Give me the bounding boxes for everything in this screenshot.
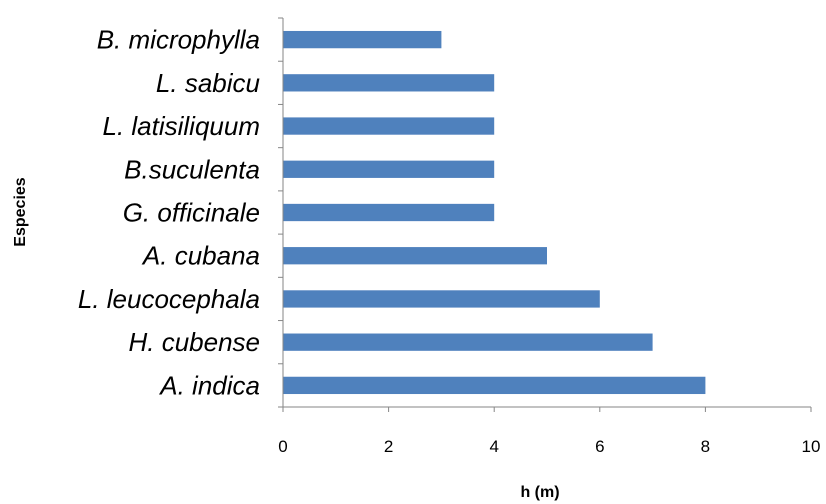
x-tick-label-0: 0	[278, 437, 287, 456]
x-tick-label-5: 10	[802, 437, 821, 456]
y-ticks-group	[278, 17, 283, 408]
bar-2	[283, 117, 495, 135]
category-label-3: B.suculenta	[124, 154, 260, 184]
category-label-6: L. leucocephala	[78, 284, 260, 314]
category-label-7: H. cubense	[128, 327, 260, 357]
bar-0	[283, 30, 442, 49]
x-ticks-group	[282, 407, 812, 412]
category-labels-group: B. microphylla L. sabicu L. latisiliquum B.…	[78, 25, 260, 401]
bar-3	[283, 160, 495, 178]
bar-1	[283, 74, 495, 92]
bar-7	[283, 333, 653, 351]
category-label-8: A. indica	[158, 370, 260, 400]
category-label-4: G. officinale	[123, 198, 260, 228]
category-label-5: A. cubana	[141, 241, 260, 271]
bar-5	[283, 247, 547, 265]
category-label-0: B. microphylla	[97, 25, 260, 55]
x-tick-label-4: 8	[701, 437, 710, 456]
category-label-2: L. latisiliquum	[102, 111, 260, 141]
x-tick-label-3: 6	[595, 437, 604, 456]
bar-6	[283, 290, 600, 308]
x-tick-label-2: 4	[489, 437, 498, 456]
bar-8	[283, 376, 706, 395]
bar-4	[283, 203, 495, 222]
y-axis-title: Especies	[12, 177, 29, 246]
x-tick-label-1: 2	[384, 437, 393, 456]
category-label-1: L. sabicu	[156, 68, 260, 98]
x-tick-labels-group: 0 2 4 6 8 10	[278, 437, 820, 456]
x-axis-title: h (m)	[520, 484, 559, 501]
bars-group	[283, 30, 706, 395]
